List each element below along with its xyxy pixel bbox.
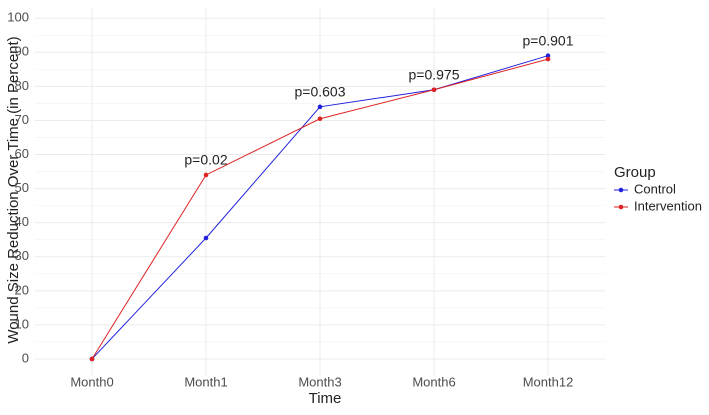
- x-tick-label: Month6: [412, 374, 455, 389]
- y-tick-label: 70: [15, 112, 29, 127]
- point: [545, 53, 551, 59]
- y-tick-label: 60: [15, 146, 29, 161]
- x-axis-title: Time: [309, 390, 342, 407]
- point: [545, 56, 551, 62]
- y-tick-label: 90: [15, 44, 29, 59]
- y-tick-label: 10: [15, 316, 29, 331]
- point: [317, 116, 323, 122]
- legend-title: Group: [614, 164, 656, 181]
- point: [89, 356, 95, 362]
- point: [203, 235, 209, 241]
- y-tick-label: 0: [22, 350, 29, 365]
- point: [317, 104, 323, 110]
- legend-point: [618, 204, 624, 210]
- legend-label: Control: [634, 181, 676, 196]
- annotation: p=0.901: [523, 32, 574, 48]
- y-tick-label: 40: [15, 214, 29, 229]
- legend-label: Intervention: [634, 198, 702, 213]
- y-tick-label: 100: [7, 10, 29, 25]
- x-tick-label: Month1: [184, 374, 227, 389]
- y-tick-label: 20: [15, 282, 29, 297]
- annotation: p=0.02: [184, 152, 227, 168]
- y-tick-label: 80: [15, 78, 29, 93]
- y-axis-title: Wound Size Reduction Over Time (in Perce…: [5, 36, 22, 343]
- annotation: p=0.603: [295, 84, 346, 100]
- legend-point: [618, 187, 624, 193]
- point: [431, 87, 437, 93]
- annotation: p=0.975: [409, 66, 460, 82]
- point: [203, 172, 209, 178]
- x-tick-label: Month0: [70, 374, 113, 389]
- x-tick-label: Month3: [298, 374, 341, 389]
- y-tick-label: 50: [15, 180, 29, 195]
- x-tick-label: Month12: [523, 374, 574, 389]
- y-tick-label: 30: [15, 248, 29, 263]
